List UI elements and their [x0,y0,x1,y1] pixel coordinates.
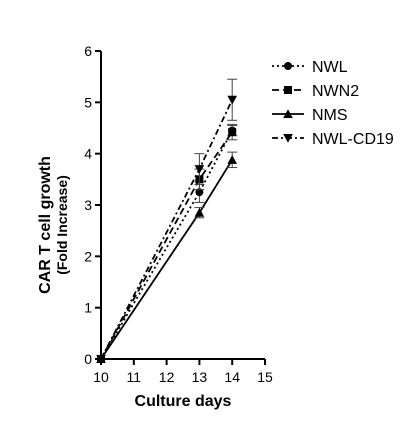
legend-marker [284,62,292,70]
y-ticks: 0 1 2 3 4 5 6 [84,43,101,367]
legend-marker [283,134,293,143]
legend: NWL NWN2 NMS NWL-CD19 [272,59,394,148]
legend-item: NWL [272,59,348,76]
legend-marker [284,86,292,94]
data-point [227,95,237,105]
legend-label: NWL [312,59,348,76]
x-ticks: 10 11 12 13 14 15 [93,359,273,385]
y-tick-label: 5 [84,94,92,110]
y-tick-label: 4 [84,146,92,162]
data-point [96,355,106,364]
y-axis-subtitle: (Fold Increase) [54,175,70,275]
y-tick-label: 0 [84,351,92,367]
series-line [100,131,233,360]
x-tick-label: 12 [159,369,175,385]
legend-label: NMS [312,107,348,124]
data-point [227,155,237,164]
data-point [228,128,237,137]
x-tick-label: 13 [192,369,208,385]
x-tick-label: 14 [224,369,240,385]
data-point [194,207,205,217]
y-tick-label: 1 [84,300,92,316]
legend-label: NWN2 [312,83,359,100]
y-tick-label: 3 [84,197,92,213]
series-line [100,159,233,360]
x-tick-label: 11 [127,369,142,385]
y-tick-label: 6 [84,43,92,59]
legend-item: NWL-CD19 [272,131,394,148]
x-tick-label: 10 [93,369,109,385]
series-nwn2 [97,123,238,363]
y-tick-label: 2 [84,248,92,264]
legend-label: NWL-CD19 [312,131,394,148]
y-axis-title: CAR T cell growth [37,156,54,294]
series-line [100,130,233,360]
series-line [100,99,234,360]
legend-marker [283,109,293,118]
x-axis-title: Culture days [135,393,232,410]
series-layer [96,78,238,364]
data-point [195,188,204,197]
legend-item: NMS [272,107,348,124]
series-nwl-cd19 [96,78,238,364]
data-point [194,165,205,174]
x-tick-label: 15 [257,369,273,385]
series-nms [96,151,238,363]
legend-item: NWN2 [272,83,359,100]
